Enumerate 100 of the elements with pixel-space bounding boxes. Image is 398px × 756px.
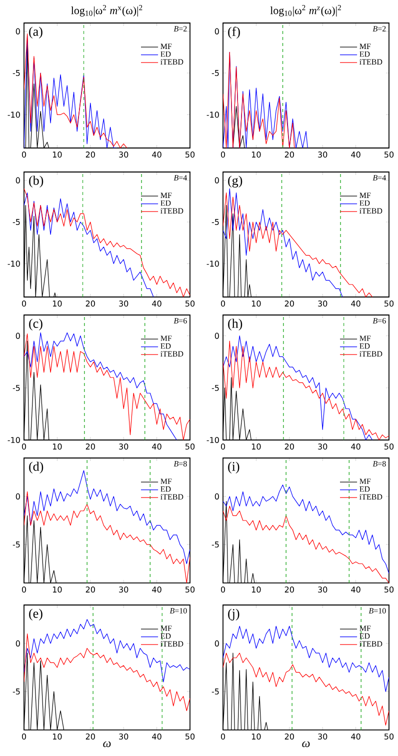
x-tick-label: 50 — [186, 300, 195, 307]
x-tick-label: 40 — [351, 586, 360, 593]
x-tick-label: 50 — [384, 734, 394, 740]
x-tick-label: 30 — [318, 734, 328, 740]
y-tick-label: 0 — [214, 493, 219, 500]
x-tick-label: 0 — [220, 152, 226, 158]
x-tick-label: 20 — [86, 300, 95, 307]
legend-label: ED — [360, 200, 370, 206]
annotation: B=10 — [170, 608, 187, 614]
annotation: B=2 — [372, 26, 386, 32]
annotation: B=8 — [372, 461, 386, 466]
x-tick-label: 40 — [152, 300, 162, 307]
y-tick-label: 0 — [16, 640, 20, 646]
x-tick-label: 10 — [52, 444, 62, 450]
legend-label: ED — [360, 486, 370, 492]
x-tick-label: 40 — [152, 444, 162, 450]
annotation: B=8 — [174, 461, 187, 466]
y-tick-label: -5 — [212, 70, 219, 76]
y-tick-label: -10 — [206, 260, 219, 267]
legend-label: iTEBD — [160, 208, 184, 214]
y-tick-label: -10 — [206, 436, 219, 444]
annotation: (h) — [228, 318, 242, 330]
legend-label: MF — [160, 192, 172, 198]
y-tick-label: 0 — [16, 28, 20, 34]
annotation: (b) — [29, 176, 44, 188]
legend-label: ED — [160, 343, 171, 349]
x-tick-label: 20 — [86, 586, 95, 593]
y-tick-label: -5 — [212, 219, 219, 225]
annotation: (c) — [29, 318, 42, 330]
x-tick-label: 10 — [252, 734, 261, 740]
x-tick-label: 10 — [52, 734, 62, 740]
annotation: (g) — [228, 176, 242, 188]
x-axis-title: ω — [103, 741, 111, 748]
annotation: (f) — [228, 26, 240, 39]
legend-label: iTEBD — [360, 208, 382, 214]
x-tick-label: 20 — [284, 152, 294, 158]
x-tick-label: 10 — [252, 444, 261, 450]
x-tick-label: 40 — [351, 300, 360, 307]
annotation: B=6 — [372, 318, 386, 324]
x-tick-label: 50 — [186, 152, 195, 158]
x-tick-label: 30 — [119, 586, 128, 593]
x-tick-label: 0 — [22, 300, 26, 307]
legend-label: iTEBD — [360, 59, 382, 64]
x-tick-label: 40 — [351, 444, 360, 450]
legend-label: iTEBD — [160, 351, 184, 356]
y-tick-label: 0 — [214, 332, 219, 339]
y-tick-label: -5 — [12, 542, 20, 548]
annotation: B=6 — [174, 318, 187, 324]
legend-label: MF — [360, 336, 371, 341]
x-tick-label: 10 — [252, 586, 261, 593]
legend-label: ED — [160, 486, 171, 492]
y-tick-label: -5 — [212, 542, 219, 548]
legend-label: MF — [360, 44, 371, 49]
x-tick-label: 0 — [220, 586, 226, 593]
legend-label: MF — [360, 626, 371, 631]
annotation: (e) — [29, 608, 42, 620]
annotation: (i) — [228, 462, 240, 474]
y-tick-label: -10 — [8, 436, 20, 444]
y-tick-label: -5 — [212, 384, 219, 391]
legend-label: MF — [360, 192, 371, 198]
y-tick-label: 0 — [16, 332, 20, 339]
x-tick-label: 20 — [86, 152, 95, 158]
legend-label: MF — [160, 44, 172, 49]
x-tick-label: 0 — [22, 444, 26, 450]
x-tick-label: 20 — [284, 300, 294, 307]
legend-label: MF — [360, 478, 371, 484]
annotation: B=4 — [174, 175, 188, 180]
x-tick-label: 50 — [384, 444, 394, 450]
x-tick-label: 0 — [220, 300, 226, 307]
annotation: (a) — [29, 26, 42, 38]
x-tick-label: 30 — [119, 444, 128, 450]
x-axis-title: ω — [302, 741, 310, 748]
y-tick-label: -5 — [12, 384, 20, 391]
legend-label: MF — [160, 336, 172, 341]
annotation: B=4 — [372, 175, 386, 180]
x-tick-label: 20 — [284, 586, 294, 593]
x-tick-label: 0 — [22, 152, 26, 158]
x-tick-label: 30 — [119, 734, 128, 740]
y-tick-label: -5 — [12, 219, 20, 225]
annotation: (j) — [228, 608, 240, 620]
x-tick-label: 20 — [284, 734, 294, 740]
legend-label: ED — [160, 200, 171, 206]
x-tick-label: 40 — [351, 734, 360, 740]
x-tick-label: 50 — [384, 300, 394, 307]
y-tick-label: 0 — [16, 493, 20, 500]
y-tick-label: -10 — [8, 112, 20, 118]
legend-label: ED — [360, 51, 370, 57]
x-tick-label: 30 — [318, 586, 328, 593]
legend-label: ED — [160, 51, 171, 57]
x-tick-label: 30 — [119, 152, 128, 158]
y-tick-label: 0 — [16, 177, 20, 184]
x-tick-label: 20 — [284, 444, 294, 450]
x-tick-label: 10 — [52, 300, 62, 307]
legend-label: iTEBD — [160, 494, 184, 500]
x-tick-label: 10 — [52, 152, 62, 158]
legend-label: ED — [360, 633, 370, 639]
x-tick-label: 50 — [186, 586, 195, 593]
x-tick-label: 0 — [220, 734, 226, 740]
x-tick-label: 30 — [318, 152, 328, 158]
y-tick-label: -5 — [212, 688, 219, 694]
